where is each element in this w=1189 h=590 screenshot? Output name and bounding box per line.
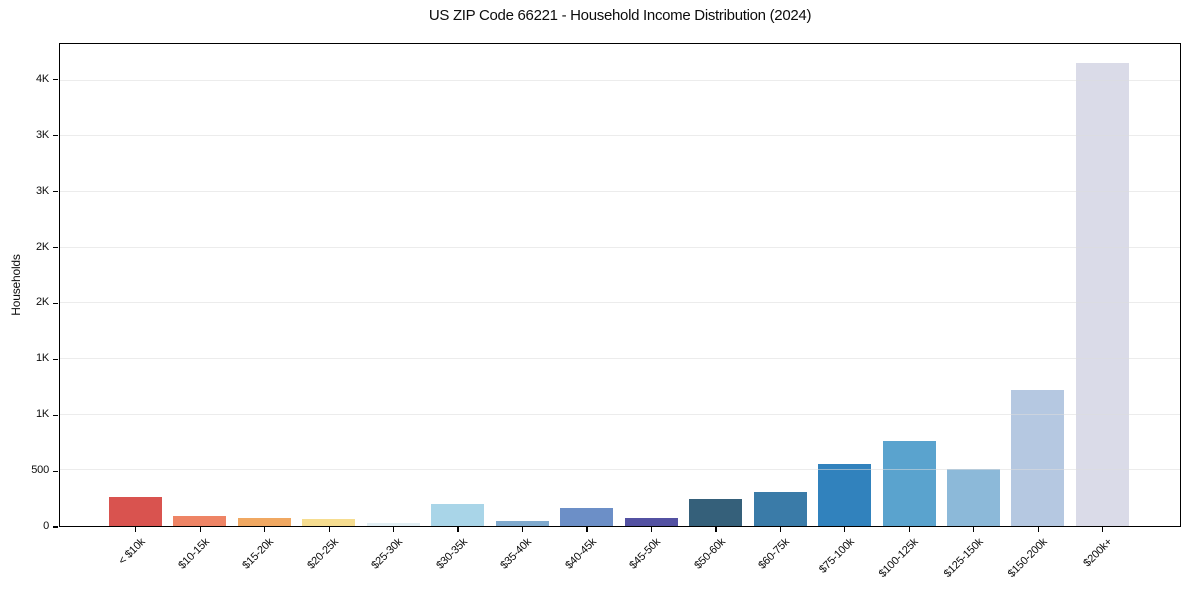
gridline-500 <box>60 469 1180 471</box>
x-tick-mark <box>844 527 846 532</box>
gridline-2K <box>60 246 1180 248</box>
chart-title: US ZIP Code 66221 - Household Income Dis… <box>428 7 812 24</box>
gridline-3K <box>60 135 1180 137</box>
y-tick-mark <box>53 302 58 305</box>
bar-$60-75k <box>753 491 807 526</box>
x-tick-mark <box>779 527 781 532</box>
y-tick-mark <box>53 79 58 81</box>
bar-$200k+ <box>1075 62 1129 526</box>
y-tick-mark <box>53 358 58 360</box>
x-tick-mark <box>457 527 459 532</box>
x-category-label-text: $75-100k <box>816 536 857 576</box>
bar-$15-20k <box>237 518 291 526</box>
y-tick-label: 3K <box>35 128 49 141</box>
y-tick-mark <box>53 135 58 137</box>
y-tick-label: 4K <box>35 72 49 85</box>
x-tick-mark <box>650 527 653 532</box>
y-tick-mark <box>53 246 58 249</box>
x-tick-mark <box>392 527 395 532</box>
x-category-label-text: $10-15k <box>176 536 212 572</box>
bar-$20-25k <box>302 519 356 526</box>
x-category-label-text: $40-45k <box>562 536 599 572</box>
y-tick-label: 2K <box>35 240 49 253</box>
y-tick-label: 2K <box>35 296 49 309</box>
x-category-label-text: $150-200k <box>1005 536 1050 580</box>
x-tick-mark <box>135 527 137 532</box>
gridline-1K <box>60 358 1180 360</box>
bar-$10-15k <box>173 515 227 526</box>
x-category-label-text: $45-50k <box>627 536 663 572</box>
gridline-2K <box>60 302 1180 304</box>
x-tick-mark <box>715 527 717 532</box>
x-category-label-text: $60-75k <box>756 536 792 572</box>
x-category-label-text: $100-125k <box>876 536 921 580</box>
x-category-label-text: $50-60k <box>691 536 728 572</box>
x-category-label-text: $20-25k <box>304 536 341 572</box>
y-tick-mark <box>53 470 58 472</box>
bar-$25-30k <box>366 522 420 526</box>
y-tick-mark <box>53 191 58 193</box>
x-category-label-text: < $10k <box>115 536 148 568</box>
x-tick-mark <box>199 527 201 532</box>
bar-< $10k <box>108 496 162 526</box>
bar-$35-40k <box>495 521 549 526</box>
x-category-label-text: $125-150k <box>941 536 986 580</box>
y-tick-mark <box>53 414 58 416</box>
bar-$40-45k <box>560 508 614 526</box>
y-tick-label: 3K <box>35 184 49 197</box>
bar-$30-35k <box>431 504 485 526</box>
x-category-label-text: $200k+ <box>1080 536 1115 570</box>
y-tick-label: 1K <box>35 408 49 421</box>
x-tick-mark <box>973 527 975 532</box>
y-tick-mark <box>53 526 58 528</box>
x-tick-mark <box>1037 527 1039 532</box>
x-category-label-text: $30-35k <box>433 536 470 572</box>
gridline-4K <box>60 79 1180 81</box>
x-tick-mark <box>521 527 524 532</box>
x-tick-mark <box>586 527 588 532</box>
bar-$150-200k <box>1011 389 1065 526</box>
x-category-label-text: $25-30k <box>369 536 406 572</box>
x-tick-mark <box>264 527 266 532</box>
bar-$125-150k <box>947 469 1000 526</box>
y-tick-label: 1K <box>35 352 49 365</box>
y-tick-label: 0 <box>43 520 49 532</box>
bar-$75-100k <box>818 463 872 526</box>
gridline-1K <box>60 413 1180 415</box>
x-tick-mark <box>1102 527 1104 532</box>
plot-area <box>59 43 1181 527</box>
x-category-label-text: $35-40k <box>498 536 535 572</box>
x-category-label-text: $15-20k <box>240 536 277 572</box>
bar-$45-50k <box>624 518 678 526</box>
x-tick-mark <box>328 527 330 532</box>
bar-$50-60k <box>689 498 743 526</box>
y-tick-label: 500 <box>31 464 49 477</box>
gridline-3K <box>60 191 1180 193</box>
bar-$100-125k <box>882 441 936 526</box>
x-tick-mark <box>908 527 910 532</box>
